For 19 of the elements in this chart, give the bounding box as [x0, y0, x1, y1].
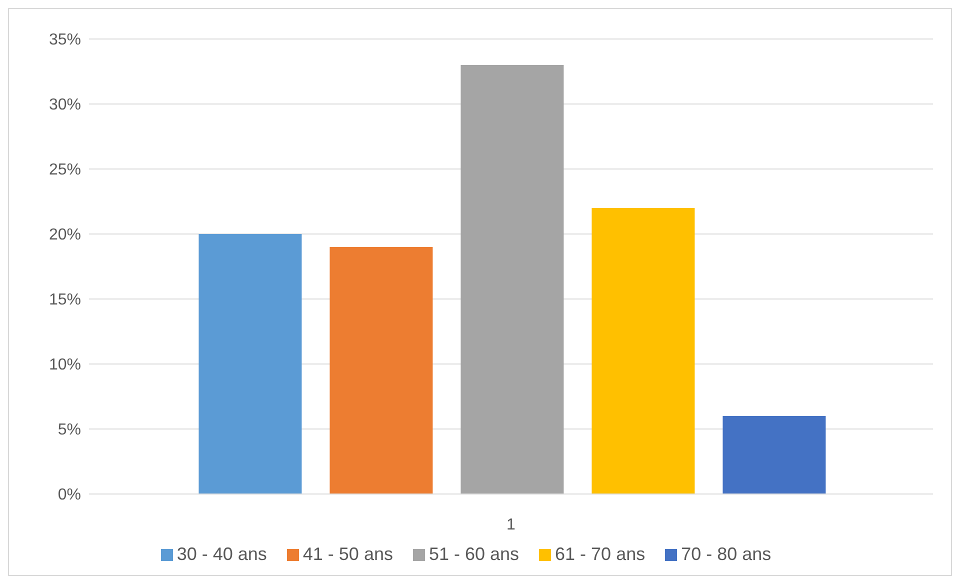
bar: [460, 65, 564, 494]
x-tick-label: 1: [506, 516, 516, 534]
legend-label: 30 - 40 ans: [176, 544, 267, 564]
y-tick-label: 15%: [48, 292, 81, 309]
y-tick-label: 30%: [48, 96, 81, 114]
y-tick-label: 0%: [58, 486, 81, 504]
y-tick-label: 10%: [48, 356, 81, 374]
y-tick-label: 25%: [48, 162, 81, 179]
bar: [722, 416, 826, 494]
legend-label: 70 - 80 ans: [681, 544, 772, 564]
bar: [198, 234, 302, 494]
y-tick-label: 5%: [58, 422, 81, 439]
y-tick-label: 20%: [48, 226, 81, 244]
legend-label: 41 - 50 ans: [302, 544, 393, 564]
legend-label: 61 - 70 ans: [555, 544, 646, 564]
y-tick-label: 35%: [48, 32, 81, 49]
legend-label: 51 - 60 ans: [428, 544, 520, 564]
bar: [330, 247, 433, 494]
bar: [592, 208, 695, 494]
